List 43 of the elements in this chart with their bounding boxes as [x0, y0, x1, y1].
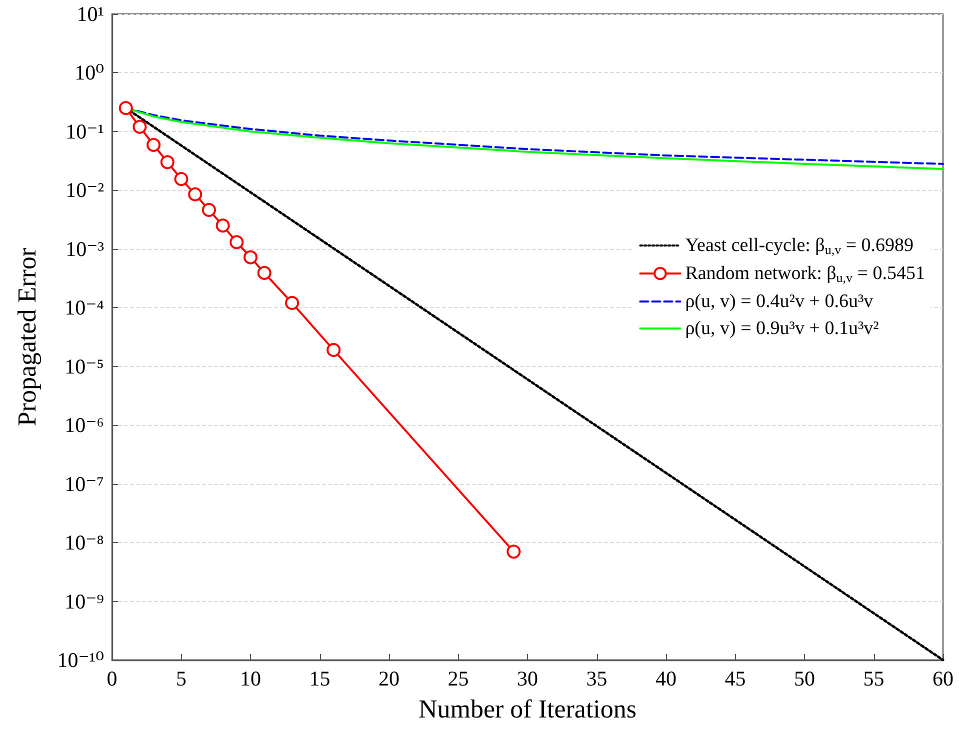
point	[230, 235, 244, 250]
y-tick-label: 10⁻⁹	[64, 589, 104, 614]
y-tick-label: 10⁻¹	[66, 119, 104, 144]
y-tick-label: 10¹	[76, 2, 104, 26]
point	[160, 155, 174, 170]
point	[188, 187, 202, 202]
x-axis-title: Number of Iterations	[418, 694, 637, 724]
x-tick-label: 5	[176, 666, 186, 690]
y-tick-label: 10⁻²	[66, 178, 104, 202]
x-tick-label: 40	[656, 666, 676, 690]
x-tick-label: 35	[586, 666, 608, 690]
point	[118, 101, 133, 116]
y-tick-label: 10⁻⁴	[64, 296, 104, 320]
y-tick-label: 10⁻⁸	[64, 530, 104, 555]
point	[132, 120, 147, 134]
y-tick-label: 10⁻⁵	[64, 354, 104, 378]
x-tick-label: 15	[309, 666, 330, 690]
point	[146, 138, 161, 152]
x-tick-label: 55	[863, 666, 884, 690]
legend-label: ρ(u, v) = 0.4u²v + 0.6u³v	[685, 291, 874, 312]
x-tick-label: 30	[517, 666, 538, 690]
x-tick-label: 50	[794, 666, 815, 690]
point	[285, 296, 300, 310]
y-axis-title: Propagated Error	[12, 248, 42, 426]
x-tick-label: 45	[724, 666, 746, 690]
y-tick-label: 10⁻³	[66, 236, 104, 261]
x-tick-label: 25	[448, 666, 469, 690]
x-tick-label: 60	[932, 666, 954, 690]
x-tick-label: 0	[106, 666, 118, 690]
y-tick-label: 10⁻⁷	[64, 472, 104, 496]
point	[216, 218, 230, 233]
x-tick-label: 10	[240, 666, 261, 690]
point	[506, 544, 521, 559]
y-tick-label: 10⁰	[74, 60, 104, 85]
point	[244, 250, 258, 264]
point	[174, 172, 188, 186]
legend-label: ρ(u, v) = 0.9u³v + 0.1u³v²	[685, 318, 880, 339]
y-tick-label: 10⁻⁶	[64, 413, 104, 438]
point	[202, 202, 216, 217]
y-tick-label: 10⁻¹⁰	[57, 648, 104, 672]
point	[257, 266, 272, 280]
x-tick-label: 20	[378, 666, 400, 690]
point	[326, 342, 341, 357]
